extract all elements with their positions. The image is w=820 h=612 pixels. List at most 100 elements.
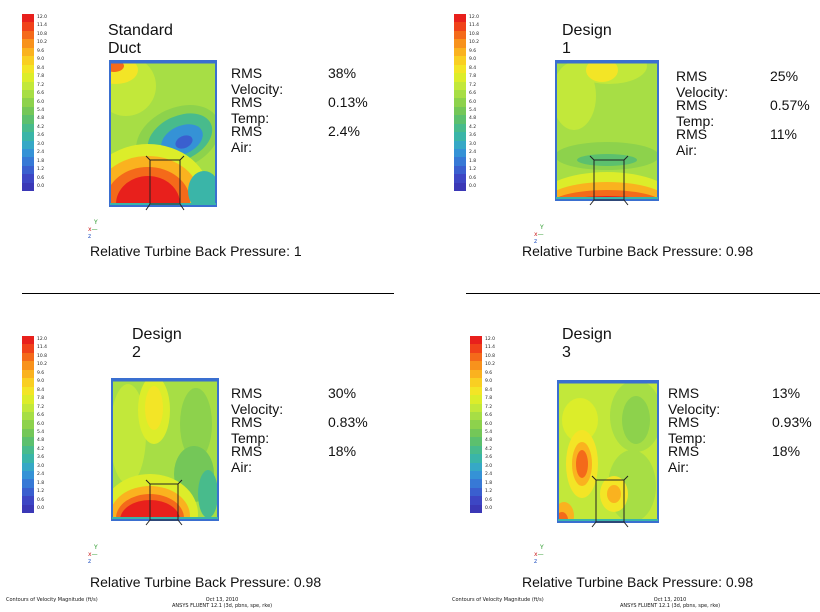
colorbar-tick-label: 3.6 [485, 455, 493, 461]
colorbar-segment [470, 445, 482, 455]
colorbar-tick-label: 4.2 [469, 124, 477, 130]
colorbar-segment [22, 403, 34, 412]
colorbar-segment [454, 81, 466, 90]
colorbar-tick-label: 6.0 [485, 421, 493, 427]
colorbar-tick-label: 7.8 [469, 74, 477, 80]
axis-triad: Y x—z [88, 219, 98, 240]
footer-software: Oct 13, 2010 ANSYS FLUENT 12.1 (3d, pbns… [172, 597, 273, 609]
colorbar-tick-label: 4.2 [37, 446, 45, 452]
colorbar-segment [22, 56, 34, 65]
colorbar-tick-label: 9.6 [485, 370, 493, 376]
colorbar-segment [454, 140, 466, 149]
colorbar-segment [22, 386, 34, 396]
colorbar-tick-label: 4.8 [37, 438, 45, 444]
colorbar-tick-label: 9.0 [469, 57, 477, 63]
colorbar-segment [454, 73, 466, 82]
colorbar-tick-label: 5.4 [37, 107, 45, 113]
colorbar-segment [454, 56, 466, 65]
colorbar-tick-label: 11.4 [37, 23, 48, 29]
colorbar-segment [22, 157, 34, 166]
colorbar-segment [470, 479, 482, 488]
colorbar-tick-label: 5.4 [37, 429, 45, 435]
colorbar-segment [470, 378, 482, 387]
colorbar-segment [22, 106, 34, 116]
colorbar-tick-label: 9.0 [37, 57, 45, 63]
colorbar-segment [454, 22, 466, 31]
colorbar-segment [22, 149, 34, 158]
velocity-contour-plot [111, 378, 219, 526]
colorbar-segment [22, 496, 34, 505]
colorbar-segment [22, 462, 34, 471]
colorbar-segment [470, 454, 482, 463]
colorbar-segment [22, 73, 34, 82]
colorbar-segment [454, 64, 466, 74]
colorbar-tick-label: 7.8 [485, 396, 493, 402]
colorbar-tick-label: 3.0 [485, 463, 493, 469]
colorbar-segment [454, 14, 466, 23]
colorbar-segment [454, 89, 466, 99]
colorbar-tick-label: 9.6 [37, 48, 45, 54]
colorbar-segment [22, 428, 34, 438]
back-pressure-label: Relative Turbine Back Pressure: 1 [90, 243, 302, 259]
colorbar-tick-label: 7.2 [37, 82, 45, 88]
colorbar-segment [454, 39, 466, 48]
colorbar-tick-label: 2.4 [485, 472, 493, 478]
colorbar-tick-label: 0.0 [485, 506, 493, 512]
colorbar-tick-label: 7.2 [485, 404, 493, 410]
colorbar-tick-label: 3.6 [37, 455, 45, 461]
colorbar-tick-label: 6.6 [37, 91, 45, 97]
colorbar-segment [470, 403, 482, 412]
colorbar-tick-label: 7.8 [37, 74, 45, 80]
colorbar-tick-label: 4.2 [37, 124, 45, 130]
colorbar-segment [470, 361, 482, 370]
colorbar-tick-label: 10.2 [485, 362, 496, 368]
colorbar-segment [454, 106, 466, 116]
colorbar-segment [22, 336, 34, 345]
panel-title: Design 2 [132, 326, 182, 361]
colorbar [22, 14, 34, 192]
colorbar-segment [454, 123, 466, 133]
colorbar-tick-label: 1.8 [37, 158, 45, 164]
colorbar [454, 14, 466, 192]
colorbar-segment [22, 487, 34, 497]
colorbar-segment [22, 454, 34, 463]
colorbar-segment [470, 471, 482, 480]
colorbar-tick-label: 3.0 [469, 141, 477, 147]
colorbar-tick-label: 4.8 [469, 116, 477, 122]
colorbar-segment [22, 361, 34, 370]
colorbar-segment [470, 437, 482, 446]
colorbar-tick-label: 6.6 [37, 413, 45, 419]
colorbar-segment [22, 64, 34, 74]
colorbar-segment [22, 123, 34, 133]
back-pressure-label: Relative Turbine Back Pressure: 0.98 [90, 574, 322, 590]
colorbar-tick-label: 3.0 [37, 141, 45, 147]
colorbar-tick-label: 10.2 [37, 362, 48, 368]
colorbar-segment [22, 420, 34, 429]
colorbar-segment [22, 369, 34, 379]
colorbar-tick-label: 0.0 [469, 184, 477, 190]
colorbar-tick-label: 5.4 [485, 429, 493, 435]
velocity-contour-plot [555, 60, 659, 206]
colorbar-tick-label: 3.6 [37, 133, 45, 139]
colorbar-segment [470, 386, 482, 396]
colorbar-segment [22, 174, 34, 183]
colorbar-tick-label: 11.4 [469, 23, 480, 29]
divider [466, 293, 820, 294]
colorbar-segment [454, 132, 466, 141]
colorbar-segment [454, 115, 466, 124]
colorbar-segment [470, 369, 482, 379]
colorbar-tick-label: 8.4 [469, 65, 477, 71]
colorbar-ticks: 12.0 11.4 10.8 10.2 9.6 9.0 8.4 7.8 7.2 6.6 6.0 5.4… [37, 336, 47, 514]
colorbar-segment [454, 174, 466, 183]
colorbar-segment [22, 89, 34, 99]
colorbar-tick-label: 0.0 [37, 184, 45, 190]
colorbar-tick-label: 4.8 [485, 438, 493, 444]
panel-title: Design 3 [562, 326, 612, 361]
colorbar-tick-label: 11.4 [37, 345, 48, 351]
colorbar-segment [22, 445, 34, 455]
colorbar-segment [454, 157, 466, 166]
colorbar [22, 336, 34, 514]
colorbar-segment [22, 140, 34, 149]
colorbar-segment [454, 30, 466, 40]
colorbar-tick-label: 7.2 [37, 404, 45, 410]
